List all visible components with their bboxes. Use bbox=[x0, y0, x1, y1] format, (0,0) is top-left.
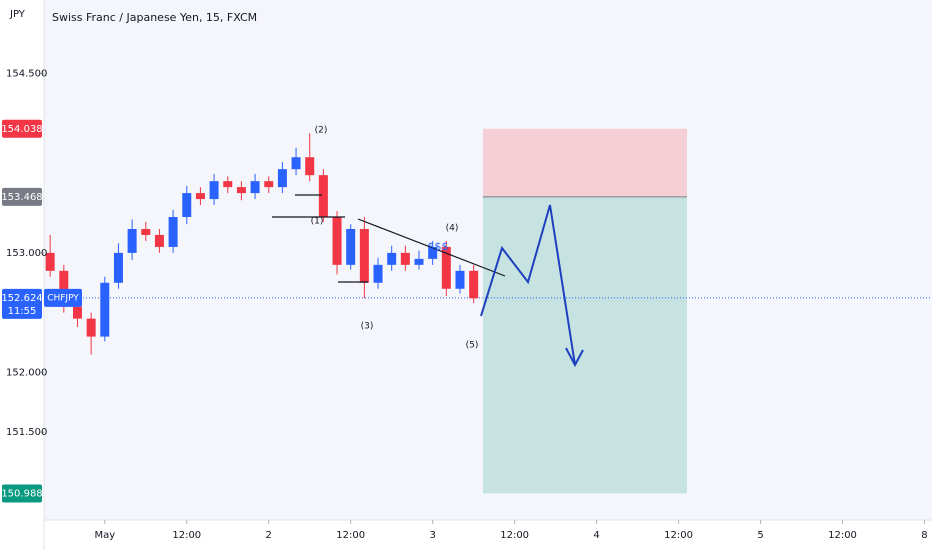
y-tick-label: 151.500 bbox=[6, 427, 47, 438]
candle-body bbox=[469, 270, 479, 299]
candle-body bbox=[127, 228, 137, 253]
candle-body bbox=[86, 318, 96, 337]
y-tick-label: 153.000 bbox=[6, 248, 47, 259]
candle-body bbox=[59, 270, 69, 307]
chart-title: Swiss Franc / Japanese Yen, 15, FXCM bbox=[52, 11, 257, 24]
x-tick-label: 12:00 bbox=[500, 530, 529, 541]
price-label-box bbox=[2, 187, 42, 206]
projection-arrow bbox=[480, 204, 576, 366]
x-tick-label: 12:00 bbox=[828, 530, 857, 541]
price-label: 150.988 bbox=[1, 488, 42, 499]
candle-body bbox=[414, 258, 424, 265]
price-label-box bbox=[2, 484, 42, 503]
candle-body bbox=[250, 181, 260, 194]
annotation: (1) bbox=[311, 217, 324, 227]
x-tick-label: 5 bbox=[757, 530, 763, 541]
candle-body bbox=[223, 181, 233, 188]
candle-body bbox=[100, 282, 110, 337]
annotation: (3) bbox=[361, 322, 374, 332]
drawings bbox=[272, 194, 584, 368]
last-price-box bbox=[2, 288, 42, 319]
arrow-head bbox=[565, 347, 584, 368]
countdown: 11:55 bbox=[8, 306, 37, 317]
candle-body bbox=[332, 217, 342, 265]
candle-body bbox=[264, 181, 274, 188]
candle-body bbox=[277, 169, 287, 188]
x-tick-label: 3 bbox=[429, 530, 435, 541]
candle-body bbox=[305, 157, 315, 176]
candle-body bbox=[154, 234, 164, 247]
candle-body bbox=[428, 246, 438, 259]
candle-body bbox=[359, 228, 369, 283]
candle-body bbox=[318, 175, 328, 218]
candle-body bbox=[400, 252, 410, 265]
candle-body bbox=[72, 306, 82, 319]
candle-body bbox=[45, 252, 55, 271]
annotation: $$$ bbox=[428, 240, 449, 253]
symbol-box bbox=[44, 288, 82, 307]
price-label: 153.468 bbox=[1, 192, 42, 203]
candle-body bbox=[291, 157, 301, 170]
symbol-label: CHFJPY bbox=[47, 293, 79, 303]
x-tick-label: 2 bbox=[266, 530, 272, 541]
price-label: 154.038 bbox=[1, 124, 42, 135]
annotation: (2) bbox=[315, 126, 328, 136]
last-price-label: 152.624 bbox=[1, 293, 42, 304]
candle-body bbox=[195, 193, 205, 200]
x-tick-label: 4 bbox=[593, 530, 599, 541]
candle-body bbox=[182, 193, 192, 218]
candle-body bbox=[387, 252, 397, 265]
stop-zone bbox=[483, 128, 687, 197]
x-tick-label: May bbox=[94, 530, 115, 541]
x-tick-label: 8 bbox=[921, 530, 927, 541]
candle-body bbox=[441, 246, 451, 289]
candle-body bbox=[168, 217, 178, 247]
candle-body bbox=[373, 264, 383, 283]
candle-body bbox=[236, 187, 246, 194]
y-tick-label: 152.000 bbox=[6, 367, 47, 378]
target-zone bbox=[483, 196, 687, 494]
candle-body bbox=[141, 228, 151, 235]
y-tick-label: 154.500 bbox=[6, 69, 47, 80]
candle-body bbox=[346, 228, 356, 265]
x-tick-label: 12:00 bbox=[172, 530, 201, 541]
candle-body bbox=[113, 252, 123, 283]
plot-area bbox=[44, 0, 932, 520]
candle-body bbox=[455, 270, 465, 289]
annotation: (4) bbox=[446, 224, 459, 234]
x-tick-label: 12:00 bbox=[664, 530, 693, 541]
price-label-box bbox=[2, 119, 42, 138]
x-tick-label: 12:00 bbox=[336, 530, 365, 541]
candle-body bbox=[209, 181, 219, 200]
currency: JPY bbox=[9, 9, 26, 20]
annotation: (5) bbox=[466, 341, 479, 351]
trend-line bbox=[357, 218, 506, 277]
